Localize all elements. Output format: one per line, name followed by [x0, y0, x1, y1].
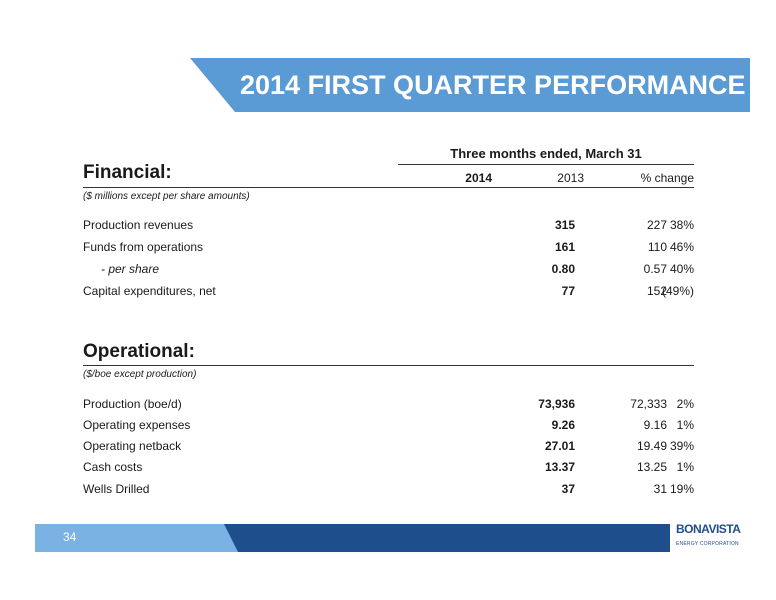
table-row: Funds from operations 161 110 46% [83, 240, 694, 258]
value-change: 38% [669, 218, 694, 232]
row-label: Production (boe/d) [83, 397, 182, 411]
value-2013: 9.16 [643, 418, 667, 432]
value-2013: 0.57 [643, 262, 667, 276]
value-2013: 227 [646, 218, 667, 232]
company-logo: BONAVISTA ENERGY CORPORATION [676, 522, 741, 556]
value-2014: 9.26 [551, 418, 575, 432]
value-2013: 13.25 [636, 460, 667, 474]
financial-header-rule [83, 187, 694, 188]
row-label: Funds from operations [83, 240, 204, 254]
table-row: - per share 0.80 0.57 40% [83, 262, 694, 280]
column-header-2013: 2013 [557, 171, 584, 185]
value-2014: 37 [561, 482, 575, 496]
column-header-change: % change [640, 171, 694, 185]
table-row: Production revenues 315 227 38% [83, 218, 694, 236]
row-label: - per share [101, 262, 160, 276]
financial-units-note: ($ millions except per share amounts) [83, 191, 250, 202]
operational-section-title: Operational: [83, 341, 195, 362]
value-2013: 31 [653, 482, 667, 496]
operational-header-rule [83, 365, 694, 366]
table-row: Wells Drilled 37 31 19% [83, 482, 694, 500]
row-label: Capital expenditures, net [83, 284, 216, 298]
value-change: 1% [676, 460, 694, 474]
table-row: Operating netback 27.01 19.49 39% [83, 439, 694, 457]
value-change: 2% [676, 397, 694, 411]
value-change: 39% [669, 439, 694, 453]
row-label: Operating netback [83, 439, 182, 453]
value-2013: 19.49 [636, 439, 667, 453]
row-label: Cash costs [83, 460, 143, 474]
footer-bar-right [224, 524, 670, 552]
table-row: Cash costs 13.37 13.25 1% [83, 460, 694, 478]
value-2014: 27.01 [544, 439, 575, 453]
row-label: Operating expenses [83, 418, 191, 432]
value-2014: 161 [554, 240, 575, 254]
value-2014: 77 [561, 284, 575, 298]
logo-wordmark: BONAVISTA [676, 522, 741, 536]
financial-section-title: Financial: [83, 162, 172, 183]
group-header-rule [398, 164, 694, 165]
value-2014: 0.80 [551, 262, 575, 276]
value-2014: 13.37 [544, 460, 575, 474]
value-change: (49%) [661, 284, 694, 298]
value-2014: 73,936 [538, 397, 575, 411]
value-change: 1% [676, 418, 694, 432]
table-row: Operating expenses 9.26 9.16 1% [83, 418, 694, 436]
value-change: 46% [669, 240, 694, 254]
title-banner [190, 58, 750, 112]
row-label: Wells Drilled [83, 482, 150, 496]
row-label: Production revenues [83, 218, 194, 232]
value-change: 19% [669, 482, 694, 496]
table-row: Capital expenditures, net 77 152 (49%) [83, 284, 694, 302]
column-header-2014: 2014 [465, 171, 492, 185]
logo-subtitle: ENERGY CORPORATION [676, 541, 739, 547]
table-row: Production (boe/d) 73,936 72,333 2% [83, 397, 694, 415]
value-2014: 315 [554, 218, 575, 232]
value-2013: 110 [647, 240, 667, 254]
footer-bar-left [35, 524, 240, 552]
page-number: 34 [63, 530, 77, 544]
operational-units-note: ($/boe except production) [83, 369, 197, 380]
table-group-header: Three months ended, March 31 [450, 146, 642, 161]
value-2013: 72,333 [630, 397, 667, 411]
value-change: 40% [669, 262, 694, 276]
page-title: 2014 FIRST QUARTER PERFORMANCE [240, 70, 746, 100]
value-2013: 152 [646, 284, 667, 298]
